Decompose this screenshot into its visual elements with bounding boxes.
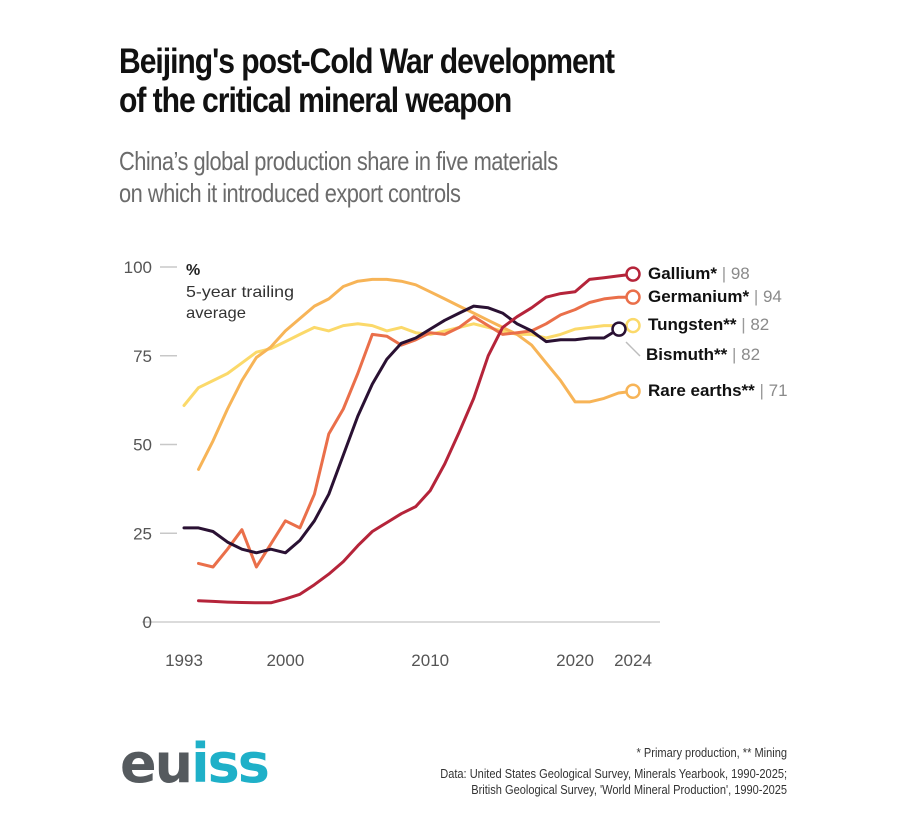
y-tick-label: 100 [124,258,152,277]
series-label-gallium: Gallium* | 98 [648,264,750,283]
axes: 0 25 50 75 100 1993 2000 2010 2020 2024 [124,258,660,670]
series-line-rare-earths [197,277,635,471]
series-value: 71 [769,381,788,400]
euiss-logo: euiss [120,736,270,792]
endpoint-marker-germanium [625,289,641,305]
subtitle-line-2: on which it introduced export controls [119,178,461,208]
series-separator: | [755,381,769,400]
endpoint-marker-gallium [625,266,641,282]
series-name: Rare earths** [648,381,755,400]
series-label-rare-earths: Rare earths** | 71 [648,381,788,400]
y-tick-label: 0 [143,613,152,632]
x-tick-label: 1993 [165,651,203,670]
endpoint-marker-tungsten [625,317,641,334]
series-line-bismuth [182,304,620,555]
series-name: Tungsten** [648,315,737,334]
source-line-2: British Geological Survey, 'World Minera… [471,782,787,797]
title-line-2: of the critical mineral weapon [119,81,512,120]
series-endpoints [611,266,641,399]
y-note-line-2: average [186,305,246,322]
footnote: * Primary production, ** Mining [636,745,787,760]
series-value: 94 [763,287,782,306]
series-line-tungsten [182,322,635,407]
endpoint-marker-bismuth [611,321,627,337]
series-labels: Tungsten** | 82 Rare earths** | 71 Germani… [646,264,788,400]
y-note-line-1: 5-year trailing [186,284,294,301]
x-tick-label: 2010 [411,651,449,670]
series-line-germanium [197,295,635,569]
series-value: 82 [741,345,760,364]
logo-color-part: iss [191,732,270,795]
x-tick-label: 2024 [614,651,652,670]
series-value: 82 [750,315,769,334]
logo-gray-part: eu [120,732,193,795]
series-name: Gallium* [648,264,717,283]
series-separator: | [727,345,741,364]
series-lines [182,272,635,605]
y-tick-label: 50 [133,436,152,455]
series-label-tungsten: Tungsten** | 82 [648,315,769,334]
endpoint-marker-rare-earths [625,383,641,399]
series-separator: | [717,264,731,283]
y-unit-label: % 5-year trailing average [186,262,294,322]
y-unit: % [186,262,200,279]
x-tick-label: 2000 [266,651,304,670]
y-tick-label: 75 [133,347,152,366]
series-line-gallium [197,272,635,605]
series-label-bismuth: Bismuth** | 82 [646,345,760,364]
subtitle-line-1: China’s global production share in five … [119,146,558,176]
series-value: 98 [731,264,750,283]
x-tick-label: 2020 [556,651,594,670]
series-name: Germanium* [648,287,749,306]
series-separator: | [736,315,750,334]
title-line-1: Beijing's post-Cold War development [119,42,615,81]
chart-title: Beijing's post-Cold War development of t… [119,42,615,120]
series-name: Bismuth** [646,345,728,364]
source-note: Data: United States Geological Survey, M… [440,766,787,798]
leader-line [625,341,641,357]
source-line-1: Data: United States Geological Survey, M… [440,766,787,781]
series-separator: | [749,287,763,306]
y-tick-label: 25 [133,524,152,543]
chart-subtitle: China’s global production share in five … [119,145,558,209]
series-label-germanium: Germanium* | 94 [648,287,782,306]
